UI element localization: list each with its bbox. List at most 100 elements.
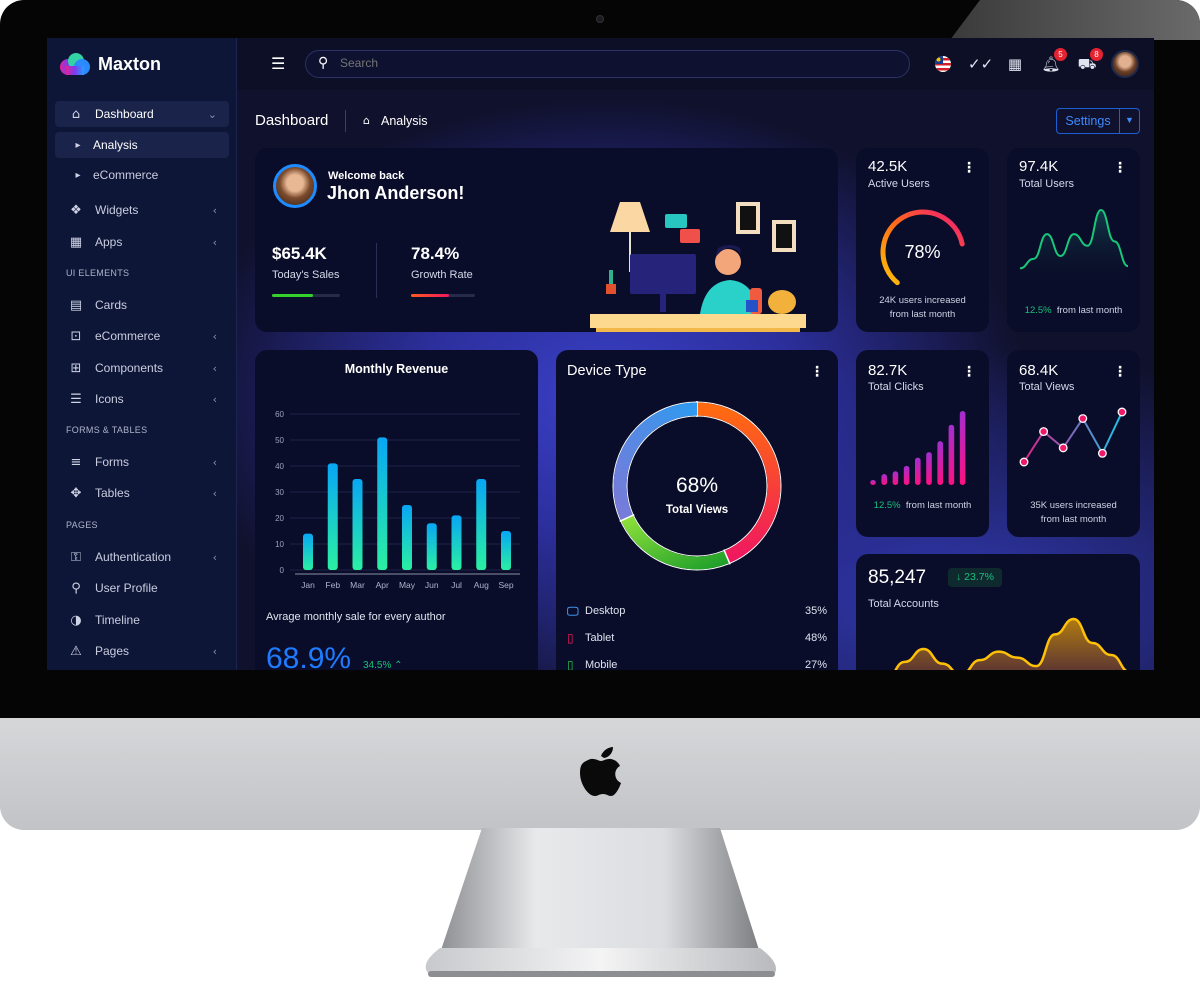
y-tick-label: 0 xyxy=(280,566,285,575)
note-line-2: from last month xyxy=(1040,514,1107,525)
sidebar-item-timeline[interactable]: ◑ Timeline xyxy=(55,607,229,633)
donut-segment-desktop[interactable] xyxy=(613,402,698,521)
views-point[interactable] xyxy=(1097,448,1107,458)
y-tick-label: 20 xyxy=(275,514,284,523)
sidebar-item-icons[interactable]: ☰ Icons ‹ xyxy=(55,386,229,412)
bar-may[interactable] xyxy=(402,505,412,570)
hamburger-menu-icon[interactable]: ☰ xyxy=(271,54,286,73)
language-flag-icon[interactable] xyxy=(931,52,955,76)
click-bar xyxy=(948,424,955,485)
user-icon: ⚲ xyxy=(71,580,81,596)
home-icon[interactable]: ⌂ xyxy=(363,114,370,127)
bar-jul[interactable] xyxy=(451,515,462,570)
search-input[interactable] xyxy=(340,56,880,70)
total-accounts-value: 85,247 xyxy=(868,567,927,588)
app-name: Maxton xyxy=(98,54,161,74)
views-point[interactable] xyxy=(1078,414,1088,423)
device-label: Mobile xyxy=(585,659,618,670)
views-point[interactable] xyxy=(1058,443,1068,453)
bar-jan[interactable] xyxy=(303,533,313,570)
device-type-title: Device Type xyxy=(567,363,647,379)
sidebar-item-label: eCommerce xyxy=(93,168,159,182)
sidebar-item-authentication[interactable]: ⚿ Authentication ‹ xyxy=(55,544,229,570)
x-tick-label: Jun xyxy=(425,580,439,590)
sidebar-item-user-profile[interactable]: ⚲ User Profile xyxy=(55,575,229,601)
sidebar-section-heading: UI ELEMENTS xyxy=(66,268,130,278)
device-value: 27% xyxy=(804,659,827,670)
sidebar-item-ecommerce[interactable]: ▸ eCommerce xyxy=(55,162,229,188)
click-bar xyxy=(915,457,921,485)
sidebar-item-ecommerce[interactable]: ⊡ eCommerce ‹ xyxy=(55,323,229,349)
chevron-left-icon: ‹ xyxy=(212,329,217,343)
x-tick-label: Sep xyxy=(498,580,513,590)
bezel-gloss xyxy=(950,0,1200,40)
donut-center-label: Total Views xyxy=(665,504,729,516)
more-options-icon[interactable]: ⋮ xyxy=(962,160,976,176)
total-views-label: Total Views xyxy=(1019,381,1075,393)
bar-mar[interactable] xyxy=(352,479,363,570)
more-options-icon[interactable]: ⋮ xyxy=(962,364,976,380)
sidebar-item-cards[interactable]: ▤ Cards xyxy=(55,292,229,318)
x-tick-label: Jul xyxy=(451,580,462,590)
device-legend-row: ▯ Mobile 27% xyxy=(567,658,827,670)
stats-divider xyxy=(376,243,377,298)
bar-apr[interactable] xyxy=(377,437,388,570)
bar-sep[interactable] xyxy=(501,531,511,570)
views-point[interactable] xyxy=(1019,457,1029,467)
monitor-stand xyxy=(425,828,776,977)
total-users-label: Total Users xyxy=(1019,178,1075,190)
settings-dropdown-caret-icon[interactable]: ▼ xyxy=(1119,109,1139,133)
total-clicks-change: 12.5% from last month xyxy=(856,499,989,513)
sidebar-item-label: Cards xyxy=(95,298,128,312)
caret-right-icon: ▸ xyxy=(75,139,81,151)
cart-icon[interactable]: ⛟ 8 xyxy=(1075,48,1103,76)
sidebar-item-dashboard[interactable]: ⌂ Dashboard ⌄ xyxy=(55,101,229,127)
chevron-left-icon: ‹ xyxy=(212,644,217,658)
welcome-name: Jhon Anderson! xyxy=(327,183,465,203)
change-value: 12.5% xyxy=(873,500,901,511)
icons-icon: ☰ xyxy=(70,391,82,407)
settings-button[interactable]: Settings xyxy=(1065,114,1111,128)
more-options-icon[interactable]: ⋮ xyxy=(810,364,824,380)
sidebar-item-analysis[interactable]: ▸ Analysis xyxy=(55,132,229,158)
sidebar-item-forms[interactable]: ≡ Forms ‹ xyxy=(55,449,229,475)
views-point[interactable] xyxy=(1039,427,1049,437)
gauge-percent: 78% xyxy=(904,242,941,262)
revenue-big-value: 68.9% xyxy=(266,642,352,670)
bar-jun[interactable] xyxy=(426,523,437,570)
workspace-illustration xyxy=(590,202,806,332)
sidebar-item-components[interactable]: ⊞ Components ‹ xyxy=(55,355,229,381)
note-line-2: from last month xyxy=(889,309,956,320)
double-check-icon[interactable]: ✓✓ xyxy=(968,55,994,73)
accounts-area xyxy=(895,619,1126,670)
sidebar-item-apps[interactable]: ▦ Apps ‹ xyxy=(55,229,229,255)
user-avatar[interactable] xyxy=(1111,50,1139,78)
bar-feb[interactable] xyxy=(327,463,338,570)
welcome-avatar xyxy=(273,164,317,208)
views-point[interactable] xyxy=(1117,407,1127,417)
donut-segment-tablet[interactable] xyxy=(696,402,781,563)
donut-segment-mobile[interactable] xyxy=(621,515,730,570)
top-header: ☰ ⚲ ✓✓ ▦ 🔔︎5 ⛟8 xyxy=(237,38,1154,90)
total-views-note: 35K users increased from last month xyxy=(1007,499,1140,527)
sidebar-item-pages[interactable]: ⚠ Pages ‹ xyxy=(55,638,229,664)
revenue-change: 34.5% ⌃ xyxy=(363,660,403,670)
views-line xyxy=(1023,411,1123,463)
total-users-card: 97.4K Total Users ⋮ 12.5% from last mont… xyxy=(1007,148,1140,332)
sidebar-item-widgets[interactable]: ❖ Widgets ‹ xyxy=(55,197,229,223)
more-options-icon[interactable]: ⋮ xyxy=(1113,364,1127,380)
more-options-icon[interactable]: ⋮ xyxy=(1113,160,1127,176)
sidebar-item-tables[interactable]: ✥ Tables ‹ xyxy=(55,480,229,506)
notifications-bell-icon[interactable]: 🔔︎ 5 xyxy=(1039,48,1067,76)
sidebar-item-label: Components xyxy=(95,361,164,375)
sidebar-item-label: Pages xyxy=(95,644,130,658)
sidebar-item-label: Timeline xyxy=(95,613,140,627)
bar-aug[interactable] xyxy=(476,479,487,570)
search-bar[interactable]: ⚲ xyxy=(305,50,910,78)
apps-grid-icon[interactable]: ▦ xyxy=(1007,55,1023,73)
breadcrumb-current: Analysis xyxy=(381,114,428,128)
home-icon: ⌂ xyxy=(71,106,81,122)
sidebar-item-label: User Profile xyxy=(95,581,158,595)
click-bar xyxy=(870,480,876,485)
total-views-value: 68.4K xyxy=(1019,362,1059,379)
